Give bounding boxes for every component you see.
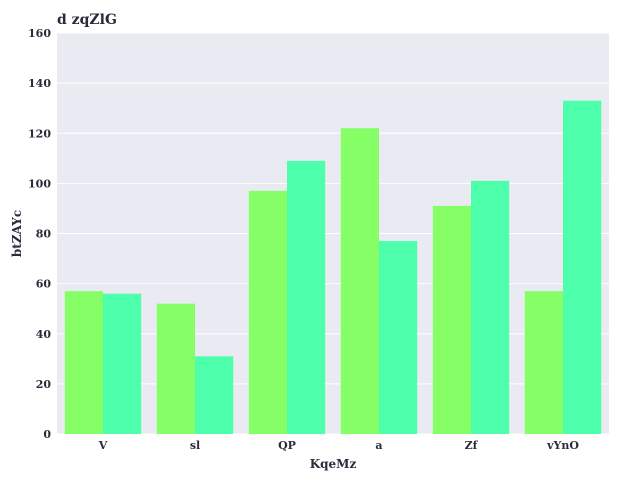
bar-a-series-1 (340, 128, 379, 435)
bars (64, 100, 602, 435)
y-axis-ticks: 0 20 40 60 80 100 120 140 160 (28, 27, 51, 441)
y-tick-label: 40 (36, 328, 52, 341)
y-tick-label: 60 (36, 278, 52, 291)
bar-QP-series-1 (248, 190, 287, 434)
y-tick-label: 140 (28, 77, 51, 90)
grid-lines (57, 32, 609, 435)
bar-Zf-series-2 (471, 180, 510, 434)
bar-V-series-1 (64, 291, 103, 434)
bar-sl-series-1 (156, 303, 195, 434)
y-tick-label: 120 (28, 127, 51, 140)
x-tick-label: a (375, 439, 382, 452)
chart-title: d zqZlG (57, 12, 117, 28)
bar-V-series-2 (103, 293, 142, 434)
x-tick-label: vYnO (546, 439, 579, 452)
bar-a-series-2 (379, 241, 418, 434)
x-tick-label: QP (278, 439, 296, 452)
y-tick-label: 0 (43, 428, 51, 441)
bar-sl-series-2 (195, 356, 234, 434)
bar-Zf-series-1 (432, 205, 471, 434)
bar-vYnO-series-2 (563, 100, 602, 434)
x-tick-label: V (98, 439, 108, 452)
bar-QP-series-2 (287, 160, 326, 434)
y-tick-label: 160 (28, 27, 51, 40)
y-tick-label: 80 (36, 228, 52, 241)
y-axis-label: btZAYc (10, 210, 24, 257)
y-tick-label: 20 (36, 378, 52, 391)
bar-vYnO-series-1 (524, 291, 563, 434)
y-tick-label: 100 (28, 177, 51, 190)
x-axis-label: KqeMz (310, 457, 357, 471)
x-tick-label: Zf (465, 439, 479, 452)
x-tick-label: sl (190, 439, 200, 452)
